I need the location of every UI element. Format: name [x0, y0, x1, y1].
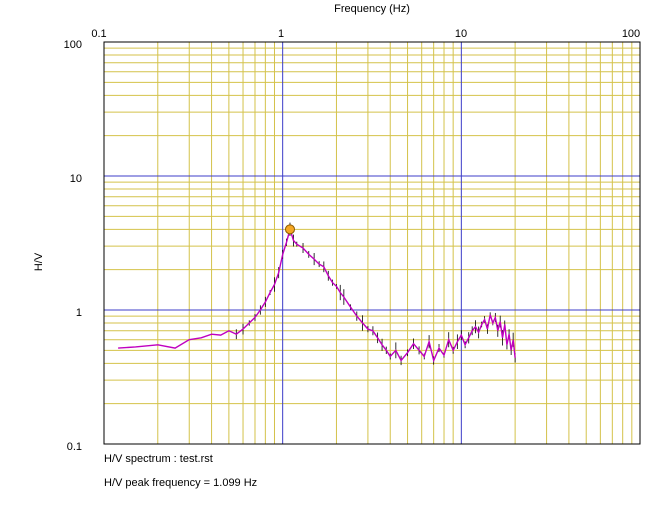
x-tick-label-0.1: 0.1 — [91, 28, 106, 40]
plot-background — [104, 42, 640, 444]
y-tick-label-1: 1 — [76, 307, 82, 319]
spectrum-caption: H/V spectrum : test.rst — [104, 453, 213, 465]
x-axis-title: Frequency (Hz) — [334, 3, 410, 15]
x-tick-label-100: 100 — [622, 28, 640, 40]
minor-grid — [104, 42, 640, 444]
hv-curve — [118, 226, 516, 363]
plot-frame — [103, 41, 641, 445]
y-tick-label-100: 100 — [64, 39, 82, 51]
y-tick-label-10: 10 — [70, 173, 82, 185]
y-axis-title: H/V — [33, 252, 45, 271]
peak-frequency-caption: H/V peak frequency = 1.099 Hz — [104, 477, 258, 489]
x-tick-label-10: 10 — [455, 28, 467, 40]
major-grid — [104, 42, 640, 444]
x-tick-label-1: 1 — [278, 28, 284, 40]
peak-marker — [284, 224, 295, 235]
y-tick-label-0.1: 0.1 — [67, 441, 82, 453]
